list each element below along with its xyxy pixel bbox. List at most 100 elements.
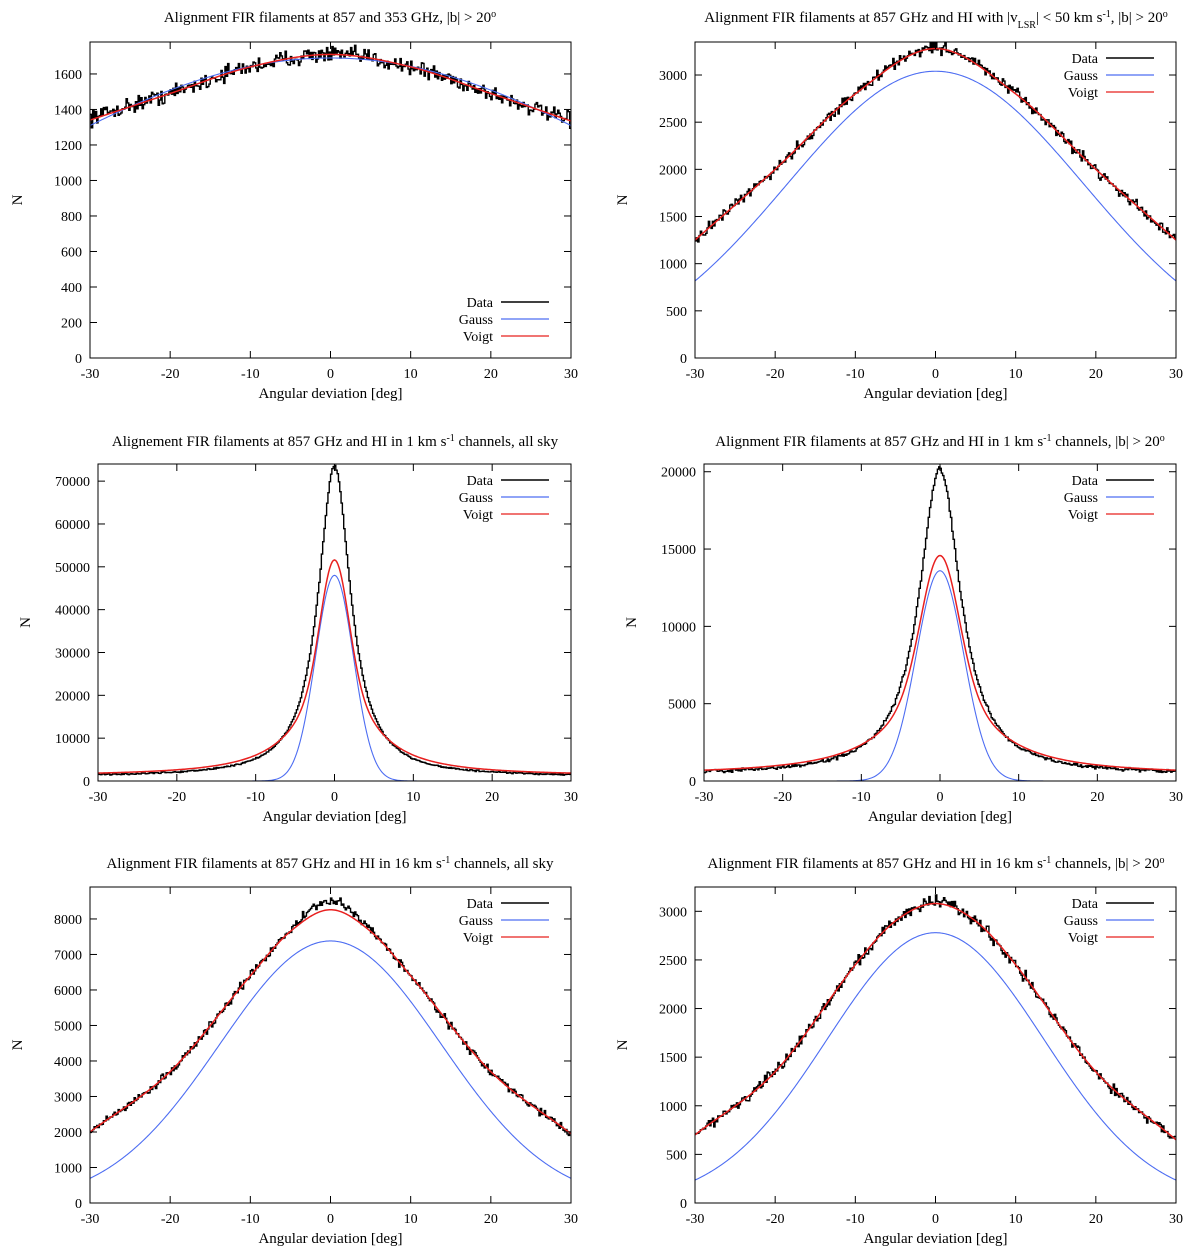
x-tick-label: -10 [846,367,865,382]
x-tick-label: -20 [773,790,792,805]
legend: Data Gauss Voigt [459,474,549,523]
series-gauss-line [695,932,1176,1181]
x-tick-label: 0 [932,1212,939,1227]
y-tick-label: 600 [61,245,82,260]
legend-label-data: Data [467,474,494,489]
plot-frame [694,41,1177,359]
y-axis-label: N [615,194,631,205]
x-tick-label: -10 [241,1212,260,1227]
legend-label-voigt: Voigt [463,508,493,523]
legend-label-data: Data [1072,897,1099,912]
chart-panel-5: Alignment FIR filaments at 857 GHz and H… [10,855,578,1248]
x-axis-label: Angular deviation [deg] [262,809,406,825]
plot-frame [97,463,572,782]
x-tick-label: 30 [564,367,578,382]
x-tick-label: -30 [89,790,108,805]
y-tick-label: 2000 [54,1126,82,1141]
x-tick-label: 0 [331,790,338,805]
legend-label-gauss: Gauss [1064,914,1098,929]
y-tick-label: 10000 [661,620,696,635]
x-tick-label: -10 [246,790,265,805]
y-tick-label: 500 [666,305,687,320]
y-axis-label: N [10,194,26,205]
legend-label-voigt: Voigt [1068,931,1098,946]
x-tick-label: 10 [404,367,418,382]
chart-title: Alignment FIR filaments at 857 GHz and H… [715,433,1164,451]
legend: Data Gauss Voigt [1064,897,1154,946]
legend-label-gauss: Gauss [459,914,493,929]
y-tick-label: 60000 [55,518,90,533]
y-tick-label: 70000 [55,475,90,490]
y-tick-label: 1000 [54,174,82,189]
y-tick-label: 8000 [54,913,82,928]
y-tick-label: 50000 [55,561,90,576]
y-tick-label: 800 [61,210,82,225]
y-tick-label: 5000 [54,1019,82,1034]
y-tick-label: 1000 [54,1161,82,1176]
chart-title: Alignment FIR filaments at 857 and 353 G… [164,9,496,27]
y-tick-label: 20000 [55,689,90,704]
plot-frame [89,886,572,1204]
legend-label-voigt: Voigt [463,931,493,946]
chart-title: Alignment FIR filaments at 857 GHz and H… [708,855,1165,873]
y-axis-label: N [18,617,34,628]
x-tick-label: 0 [937,790,944,805]
legend-label-gauss: Gauss [1064,491,1098,506]
series-voigt-line [90,908,571,1135]
x-tick-label: -20 [766,367,785,382]
x-tick-label: 20 [484,1212,498,1227]
x-tick-label: -30 [81,1212,100,1227]
y-tick-label: 30000 [55,646,90,661]
series-gauss-line [90,940,571,1179]
x-tick-label: 30 [564,1212,578,1227]
y-tick-label: 0 [689,775,696,790]
legend-label-voigt: Voigt [463,330,493,345]
x-tick-label: 0 [327,367,334,382]
x-tick-label: -30 [81,367,100,382]
y-tick-label: 400 [61,281,82,296]
y-axis-label: N [615,1039,631,1050]
series-gauss-line [695,70,1176,282]
y-tick-label: 1000 [659,1100,687,1115]
chart-title: Alignment FIR filaments at 857 GHz and H… [106,855,554,873]
y-tick-label: 7000 [54,948,82,963]
x-tick-label: 20 [1089,1212,1103,1227]
series-voigt-line [695,47,1176,241]
x-tick-label: -30 [686,1212,705,1227]
x-axis-label: Angular deviation [deg] [868,809,1012,825]
legend-label-data: Data [1072,474,1099,489]
chart-panel-6: Alignment FIR filaments at 857 GHz and H… [615,855,1183,1248]
x-tick-label: 20 [1089,367,1103,382]
legend-label-data: Data [467,897,494,912]
series-data-line [695,42,1176,243]
x-tick-label: -10 [241,367,260,382]
x-tick-label: -10 [846,1212,865,1227]
y-tick-label: 3000 [659,905,687,920]
x-tick-label: 10 [406,790,420,805]
chart-title: Alignement FIR filaments at 857 GHz and … [112,433,559,451]
series-gauss-line [704,570,1176,781]
y-tick-label: 0 [680,1197,687,1212]
y-tick-label: 6000 [54,984,82,999]
x-tick-label: -20 [161,367,180,382]
x-axis-label: Angular deviation [deg] [863,386,1007,402]
series-data-line [98,464,571,776]
plot-frame [694,886,1177,1204]
x-tick-label: -30 [686,367,705,382]
y-tick-label: 1600 [54,68,82,83]
legend-label-gauss: Gauss [459,313,493,328]
plot-frame [89,41,572,359]
y-tick-label: 1200 [54,139,82,154]
y-tick-label: 2000 [659,163,687,178]
series-gauss-line [98,574,571,781]
x-tick-label: 30 [1169,790,1183,805]
y-tick-label: 2000 [659,1003,687,1018]
x-axis-label: Angular deviation [deg] [863,1231,1007,1247]
legend: Data Gauss Voigt [1064,52,1154,101]
x-tick-label: -10 [852,790,871,805]
y-tick-label: 0 [680,352,687,367]
x-tick-label: -20 [167,790,186,805]
chart-title: Alignment FIR filaments at 857 GHz and H… [704,9,1168,31]
legend: Data Gauss Voigt [459,897,549,946]
legend-label-voigt: Voigt [1068,86,1098,101]
